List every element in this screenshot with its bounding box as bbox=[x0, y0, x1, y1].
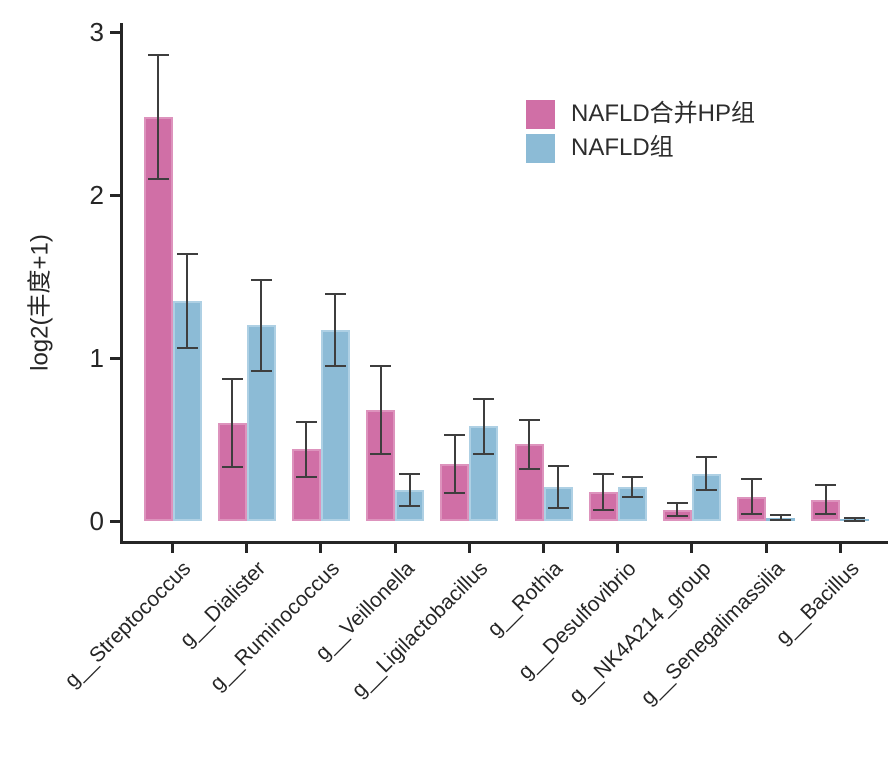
y-tick-label: 3 bbox=[89, 17, 104, 47]
error-bar-cap bbox=[473, 397, 495, 400]
x-tick-mark bbox=[616, 544, 620, 553]
error-bar-stem bbox=[231, 379, 234, 468]
legend: NAFLD合并HP组 NAFLD组 bbox=[526, 99, 755, 167]
x-tick-label: g__Ruminococcus bbox=[205, 557, 345, 696]
legend-item-nafld-hp: NAFLD合并HP组 bbox=[526, 99, 755, 129]
error-bar-stem bbox=[676, 503, 679, 517]
x-tick-mark bbox=[690, 544, 694, 553]
error-bar-cap bbox=[176, 347, 198, 350]
legend-swatch-pink bbox=[526, 99, 555, 129]
error-bar-cap bbox=[250, 278, 272, 281]
error-bar-cap bbox=[147, 53, 169, 56]
error-bar-cap bbox=[741, 477, 763, 480]
error-bar-cap bbox=[473, 453, 495, 456]
legend-label: NAFLD合并HP组 bbox=[571, 100, 756, 127]
y-tick-mark bbox=[110, 193, 120, 197]
x-tick-mark bbox=[245, 544, 249, 553]
error-bar-stem bbox=[824, 485, 827, 515]
y-tick-mark bbox=[110, 30, 120, 34]
error-bar-stem bbox=[157, 54, 159, 179]
bar-nafld-hp bbox=[143, 116, 173, 521]
error-bar-cap bbox=[370, 453, 392, 456]
error-bar-cap bbox=[621, 495, 643, 498]
x-tick-mark bbox=[764, 544, 768, 553]
error-bar-cap bbox=[695, 456, 717, 459]
error-bar-cap bbox=[444, 433, 466, 436]
x-tick-label: g__Ligilactobacillus bbox=[347, 557, 493, 703]
error-bar-stem bbox=[186, 253, 188, 349]
error-bar-stem bbox=[528, 419, 530, 469]
error-bar-stem bbox=[305, 421, 308, 477]
error-bar-cap bbox=[399, 505, 421, 508]
error-bar-stem bbox=[482, 398, 485, 455]
x-tick-label: g__Senegalimassilia bbox=[636, 557, 790, 710]
error-bar-cap bbox=[815, 484, 837, 487]
error-bar-cap bbox=[324, 365, 346, 368]
error-bar-cap bbox=[844, 517, 866, 520]
error-bar-stem bbox=[379, 366, 382, 455]
error-bar-cap bbox=[770, 514, 792, 517]
error-bar-stem bbox=[750, 478, 753, 515]
x-tick-mark bbox=[171, 544, 174, 553]
error-bar-cap bbox=[621, 475, 643, 478]
error-bar-stem bbox=[705, 457, 708, 491]
x-tick-mark bbox=[467, 544, 471, 553]
y-tick-label: 0 bbox=[89, 506, 104, 536]
error-bar-stem bbox=[602, 473, 605, 510]
error-bar-cap bbox=[221, 378, 243, 381]
error-bar-stem bbox=[260, 279, 263, 372]
error-bar-stem bbox=[334, 294, 337, 367]
error-bar-stem bbox=[631, 476, 634, 497]
error-bar-cap bbox=[666, 502, 688, 505]
error-bar-cap bbox=[399, 472, 421, 475]
error-bar-cap bbox=[518, 467, 540, 470]
x-tick-mark bbox=[319, 544, 323, 553]
x-axis-spine bbox=[120, 541, 888, 544]
bar-nafld-hp bbox=[291, 449, 321, 521]
error-bar-cap bbox=[815, 513, 837, 516]
y-tick-label: 1 bbox=[89, 343, 104, 373]
x-tick-label: g__Streptococcus bbox=[60, 557, 196, 693]
legend-swatch-blue bbox=[526, 133, 555, 163]
bar-nafld-hp bbox=[514, 444, 544, 521]
error-bar-stem bbox=[557, 465, 559, 508]
y-tick-label: 2 bbox=[89, 180, 104, 210]
error-bar-cap bbox=[176, 252, 198, 255]
error-bar-stem bbox=[853, 518, 856, 521]
error-bar-cap bbox=[592, 472, 614, 475]
error-bar-cap bbox=[295, 420, 317, 423]
error-bar-cap bbox=[444, 492, 466, 495]
y-tick-mark bbox=[110, 519, 120, 523]
y-tick-mark bbox=[110, 356, 120, 360]
legend-item-nafld: NAFLD组 bbox=[526, 133, 755, 163]
error-bar-cap bbox=[147, 177, 169, 180]
y-axis-label: log2(丰度+1) bbox=[26, 234, 54, 371]
x-tick-mark bbox=[393, 544, 397, 553]
error-bar-cap bbox=[370, 365, 392, 368]
y-axis-spine bbox=[120, 23, 123, 544]
error-bar-cap bbox=[592, 508, 614, 511]
error-bar-cap bbox=[518, 418, 540, 421]
x-tick-mark bbox=[838, 544, 842, 553]
bar-nafld bbox=[320, 330, 350, 521]
error-bar-cap bbox=[547, 464, 569, 467]
error-bar-cap bbox=[741, 513, 763, 516]
error-bar-stem bbox=[408, 473, 411, 507]
x-tick-mark bbox=[542, 544, 545, 553]
error-bar-stem bbox=[453, 434, 456, 494]
bar-nafld-hp bbox=[366, 410, 396, 521]
error-bar-cap bbox=[324, 293, 346, 296]
x-tick-label: g__NK4A214_group bbox=[564, 557, 716, 708]
error-bar-cap bbox=[547, 506, 569, 509]
error-bar-cap bbox=[770, 519, 792, 522]
error-bar-cap bbox=[695, 489, 717, 492]
error-bar-cap bbox=[250, 370, 272, 373]
error-bar-cap bbox=[844, 519, 866, 522]
legend-label: NAFLD组 bbox=[571, 134, 674, 161]
error-bar-cap bbox=[221, 466, 243, 469]
error-bar-cap bbox=[666, 515, 688, 518]
error-bar-stem bbox=[779, 515, 782, 521]
error-bar-cap bbox=[295, 475, 317, 478]
